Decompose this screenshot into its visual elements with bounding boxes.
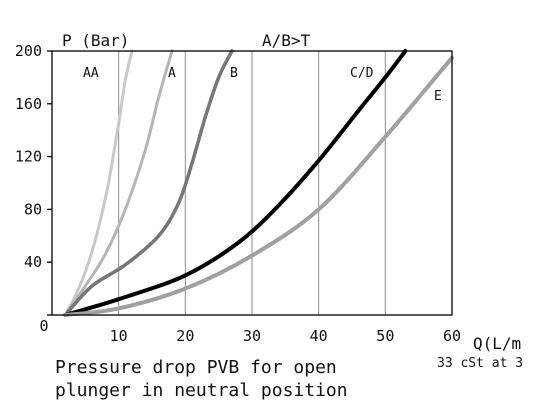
y-tick-label-160: 160 xyxy=(15,95,42,113)
curve-e xyxy=(63,55,454,317)
series-labels: AA A B C/DE xyxy=(83,66,442,104)
plot-border xyxy=(51,50,453,316)
y-tick-label-200: 200 xyxy=(15,42,42,60)
y-axis-title: P (Bar) xyxy=(62,31,129,50)
x-axis-title: Q(L/m xyxy=(473,334,521,353)
x-tick-label-0: 0 xyxy=(39,317,48,335)
viscosity-note: 33 cSt at 3 xyxy=(437,356,523,371)
y-tick-label-40: 40 xyxy=(24,253,42,271)
curve-label-c-d: C/D xyxy=(350,66,374,81)
curve-aa xyxy=(63,49,134,317)
x-tick-label-40: 40 xyxy=(310,327,328,345)
curve-c-d xyxy=(63,49,408,317)
x-tick-label-20: 20 xyxy=(176,327,194,345)
curve-label-e: E xyxy=(434,89,442,104)
y-tick-label-120: 120 xyxy=(15,148,42,166)
x-tick-label-10: 10 xyxy=(110,327,128,345)
curve-b xyxy=(63,49,234,317)
curve-a xyxy=(63,49,174,317)
x-tick-labels: 0 10 20 30 40 50 60 xyxy=(39,317,461,345)
plot-frame xyxy=(47,50,453,316)
curve-label-b: B xyxy=(230,66,238,81)
curve-label-aa: AA xyxy=(83,66,99,81)
x-tick-label-60: 60 xyxy=(443,327,461,345)
caption-line-1: Pressure drop PVB for open xyxy=(55,357,337,378)
y-tick-label-80: 80 xyxy=(24,200,42,218)
curve-label-a: A xyxy=(168,66,176,81)
series-curves xyxy=(63,49,454,317)
chart-header-label: A/B>T xyxy=(262,31,311,50)
caption-line-2: plunger in neutral position xyxy=(55,380,348,400)
y-tick-labels: 40 80 120 160 200 xyxy=(15,42,42,271)
x-tick-label-50: 50 xyxy=(376,327,394,345)
x-tick-label-30: 30 xyxy=(243,327,261,345)
